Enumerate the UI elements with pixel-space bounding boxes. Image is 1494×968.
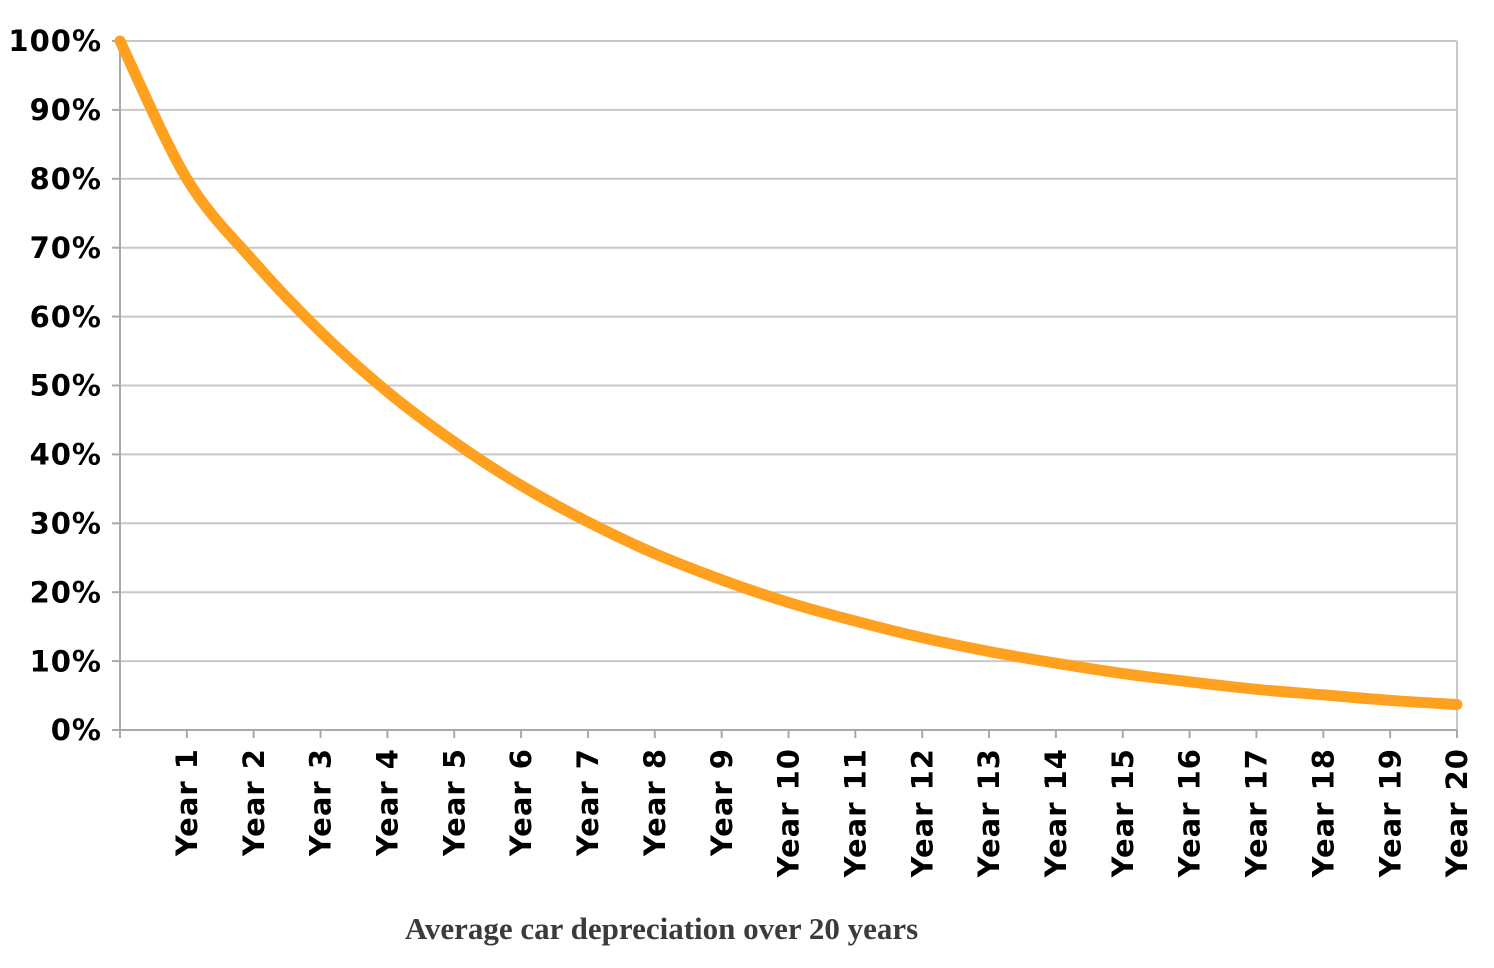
- x-axis-label-year-17: Year 17: [1240, 748, 1274, 878]
- y-axis-label-20: 20%: [30, 575, 102, 609]
- y-axis-label-90: 90%: [30, 93, 102, 127]
- x-axis-label-year-3: Year 3: [304, 748, 338, 857]
- y-axis-label-0: 0%: [51, 713, 102, 747]
- x-axis-label-year-16: Year 16: [1173, 748, 1207, 878]
- y-axis-label-30: 30%: [30, 506, 102, 540]
- x-axis-label-year-13: Year 13: [972, 748, 1006, 878]
- x-axis-label-year-9: Year 9: [705, 748, 739, 857]
- y-axis-label-60: 60%: [30, 300, 102, 334]
- y-axis-label-80: 80%: [30, 162, 102, 196]
- x-axis-label-year-12: Year 12: [905, 748, 939, 878]
- x-axis-label-year-20: Year 20: [1440, 748, 1474, 878]
- y-axis-label-40: 40%: [30, 438, 102, 472]
- x-axis-label-year-19: Year 19: [1373, 748, 1407, 878]
- x-axis-label-year-2: Year 2: [237, 748, 271, 857]
- x-axis-label-year-14: Year 14: [1039, 748, 1073, 878]
- x-axis-label-year-5: Year 5: [437, 748, 471, 857]
- x-axis-label-year-10: Year 10: [772, 748, 806, 878]
- y-axis-label-10: 10%: [30, 644, 102, 678]
- x-axis-label-year-7: Year 7: [571, 748, 605, 857]
- x-axis-label-year-6: Year 6: [504, 748, 538, 857]
- depreciation-line: [114, 35, 1463, 710]
- x-axis-label-year-18: Year 18: [1306, 748, 1340, 878]
- x-axis-label-year-15: Year 15: [1106, 748, 1140, 878]
- x-axis-label-year-8: Year 8: [638, 748, 672, 857]
- x-axis-label-year-4: Year 4: [371, 748, 405, 857]
- y-axis-label-100: 100%: [8, 24, 102, 58]
- x-axis-label-year-11: Year 11: [839, 748, 873, 878]
- y-axis-label-50: 50%: [30, 369, 102, 403]
- x-axis-label-year-1: Year 1: [170, 748, 204, 857]
- y-axis-label-70: 70%: [30, 231, 102, 265]
- chart-title: Average car depreciation over 20 years: [404, 911, 919, 946]
